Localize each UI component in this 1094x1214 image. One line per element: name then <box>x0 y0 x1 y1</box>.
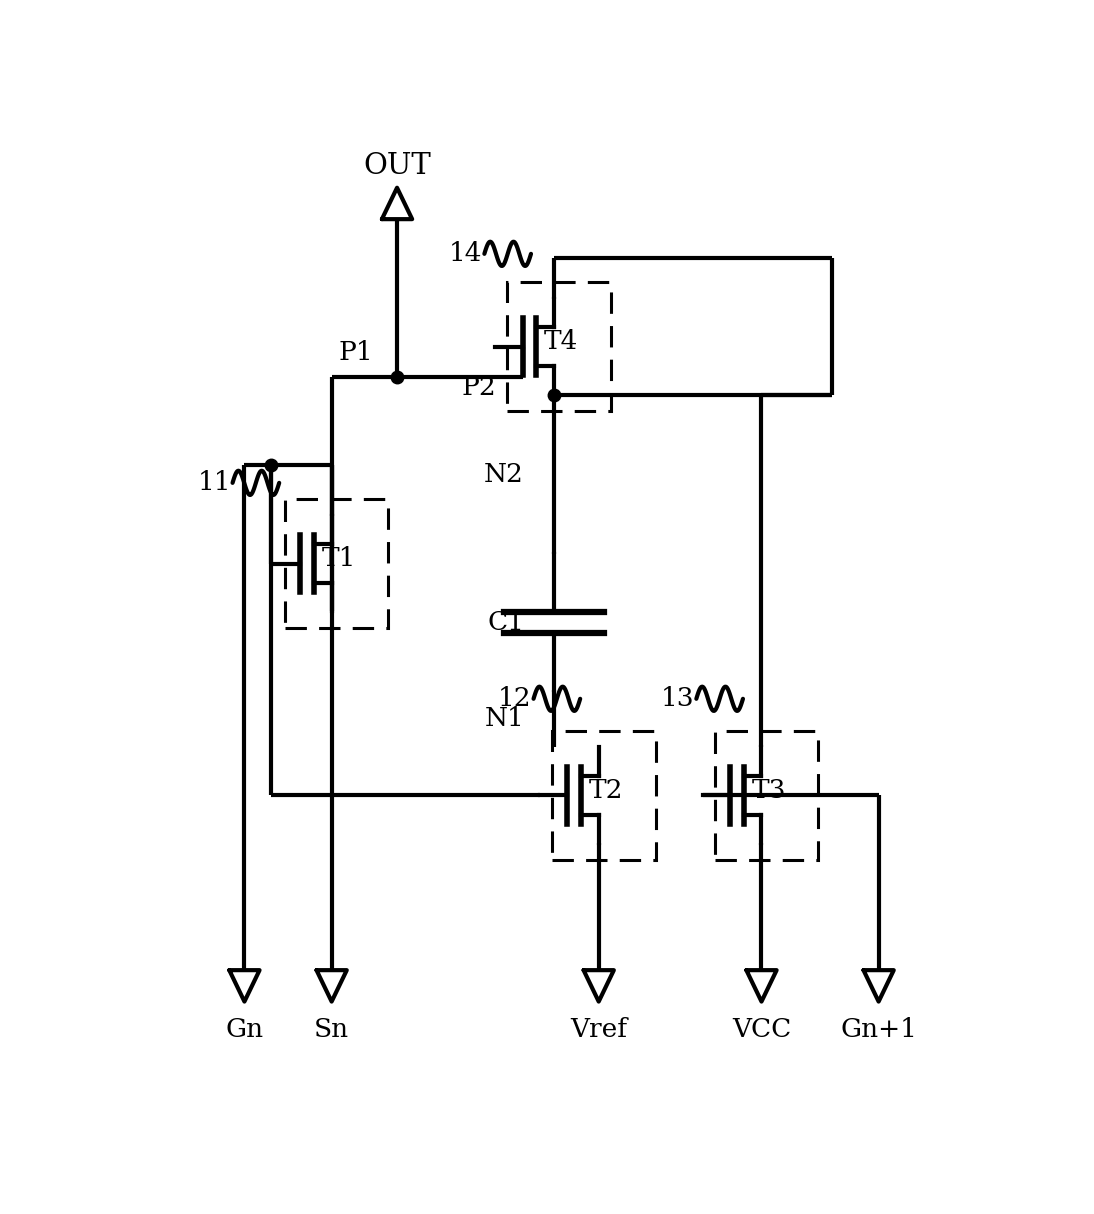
Text: Sn: Sn <box>314 1016 349 1042</box>
Text: 13: 13 <box>661 686 695 711</box>
Bar <box>508 282 610 412</box>
Polygon shape <box>746 970 777 1002</box>
Text: N1: N1 <box>485 707 524 731</box>
Polygon shape <box>316 970 347 1002</box>
Bar <box>715 731 818 861</box>
Text: T2: T2 <box>589 778 624 804</box>
Text: 14: 14 <box>450 242 482 266</box>
Text: VCC: VCC <box>732 1016 791 1042</box>
Bar <box>286 499 388 629</box>
Polygon shape <box>230 970 259 1002</box>
Text: Gn+1: Gn+1 <box>840 1016 917 1042</box>
Text: Vref: Vref <box>570 1016 627 1042</box>
Text: Gn: Gn <box>225 1016 264 1042</box>
Bar <box>552 731 655 861</box>
Text: T4: T4 <box>544 329 579 354</box>
Text: T1: T1 <box>322 546 357 572</box>
Text: T3: T3 <box>752 778 787 804</box>
Text: 12: 12 <box>498 686 532 711</box>
Text: N2: N2 <box>485 463 524 487</box>
Text: C1: C1 <box>487 609 524 635</box>
Polygon shape <box>863 970 894 1002</box>
Text: P2: P2 <box>462 375 496 399</box>
Text: OUT: OUT <box>363 152 431 180</box>
Polygon shape <box>382 188 412 220</box>
Text: 11: 11 <box>197 470 231 495</box>
Polygon shape <box>583 970 614 1002</box>
Text: P1: P1 <box>339 340 373 365</box>
